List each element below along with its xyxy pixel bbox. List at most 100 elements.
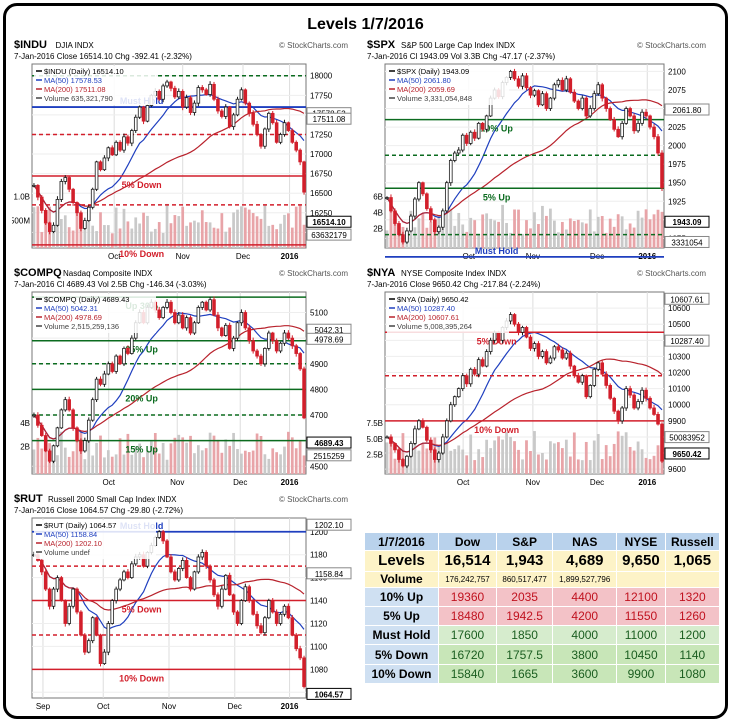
volume-bar (457, 212, 461, 248)
level-value: 16,514 (438, 550, 497, 572)
candle-body (192, 571, 197, 590)
chart-summary: 7-Jan-2016 Close 16514.10 Chg -392.41 (-… (14, 52, 192, 61)
candle-body (59, 577, 64, 601)
cell-value: 12100 (616, 586, 666, 607)
spx-chart: $SPX S&P 500 Large Cap Index INDX © StockC… (367, 39, 710, 261)
candle-body (302, 161, 306, 193)
candle-body (239, 89, 244, 100)
volume-bar (453, 225, 457, 248)
volume-bar (279, 223, 282, 248)
candle-body (177, 91, 181, 98)
candle-body (169, 556, 173, 573)
candle-body (204, 551, 208, 567)
legend-item: $RUT (Daily) 1064.57 (44, 521, 116, 530)
legend-item: MA(200) 1202.10 (44, 539, 102, 548)
col-nyse: NYSE (616, 531, 666, 552)
candle-body (86, 206, 91, 221)
candle-body (576, 375, 581, 383)
value-tag-box (306, 436, 352, 449)
volume-bar (600, 216, 604, 248)
volume-bar (146, 450, 149, 474)
candle-body (636, 401, 640, 409)
volume-bar (421, 213, 425, 248)
volume-bar (640, 449, 644, 474)
volume-bar (220, 452, 224, 474)
y-tick-label: 1080 (310, 665, 328, 674)
candle-body (43, 571, 48, 590)
volume-bar (251, 213, 255, 248)
value-tag: 63632179 (311, 231, 347, 240)
candle-body (94, 161, 99, 190)
chart-summary: 7-Jan-2016 Close 9650.42 Chg -217.84 (-2… (367, 280, 541, 289)
candle-body (220, 588, 224, 607)
volume-bar (32, 207, 36, 248)
candle-body (51, 445, 56, 462)
candle-body (286, 122, 291, 131)
value-tag-box (664, 215, 710, 228)
volume-bar (228, 445, 232, 474)
y-tick-label: 1120 (310, 619, 328, 628)
candle-body (452, 152, 457, 161)
candle-body (405, 230, 409, 243)
volume-bar (660, 211, 664, 248)
volume-bar (110, 456, 114, 474)
candle-body (572, 365, 577, 377)
volume-bar (529, 451, 532, 474)
candle-body (508, 71, 513, 78)
volume-bar (161, 232, 165, 248)
chart-symbol: $SPX (367, 39, 396, 51)
candle-body (484, 351, 489, 367)
volume-value: 176,242,757 (438, 570, 497, 588)
candle-body (596, 84, 601, 95)
candle-body (516, 323, 521, 333)
volume-bar (517, 209, 520, 248)
volume-bar (441, 228, 445, 248)
volume-bar (445, 212, 449, 248)
candle-body (43, 435, 48, 452)
volume-bar (409, 443, 413, 474)
volume-bar (294, 206, 298, 248)
volume-bar (40, 448, 44, 474)
volume-bar (433, 228, 437, 248)
volume-bar (604, 232, 608, 248)
volume-bar (146, 215, 149, 248)
volume-bar (157, 222, 161, 248)
volume-value (616, 570, 666, 588)
candle-body (110, 600, 115, 624)
volume-bar (87, 219, 91, 248)
candle-body (417, 420, 421, 430)
candle-body (118, 355, 122, 365)
value-tag: 10287.40 (670, 337, 704, 346)
volume-bar (505, 432, 508, 474)
volume-bar (228, 227, 232, 248)
volume-bar (95, 442, 98, 474)
candle-body (660, 152, 664, 189)
volume-bar (298, 205, 302, 248)
candle-body (456, 388, 461, 398)
volume-bar (279, 454, 282, 474)
volume-bar (429, 449, 433, 474)
candle-body (560, 349, 565, 359)
candle-body (472, 368, 477, 375)
candle-body (636, 122, 640, 132)
table-date: 1/7/2016 (363, 531, 440, 552)
candle-body (508, 314, 513, 322)
volume-bar (608, 456, 612, 474)
volume-bar (656, 445, 660, 474)
volume-bar (83, 459, 87, 474)
x-tick-label: 2016 (281, 702, 299, 711)
candle-body (464, 375, 469, 385)
candle-body (227, 574, 232, 596)
volume-bar (185, 442, 188, 474)
table-row-10-down: 10% Down 15840 1665 3600 9900 1080 (363, 663, 721, 685)
value-tag-box (306, 332, 352, 345)
volume-bar (67, 456, 71, 474)
candle-body (652, 126, 656, 138)
candle-body (632, 394, 636, 409)
chart-symbol: $INDU (14, 39, 47, 51)
candle-body (620, 407, 624, 422)
candle-body (484, 115, 489, 130)
candle-body (55, 199, 60, 226)
candle-body (180, 314, 185, 329)
candle-body (444, 420, 449, 438)
